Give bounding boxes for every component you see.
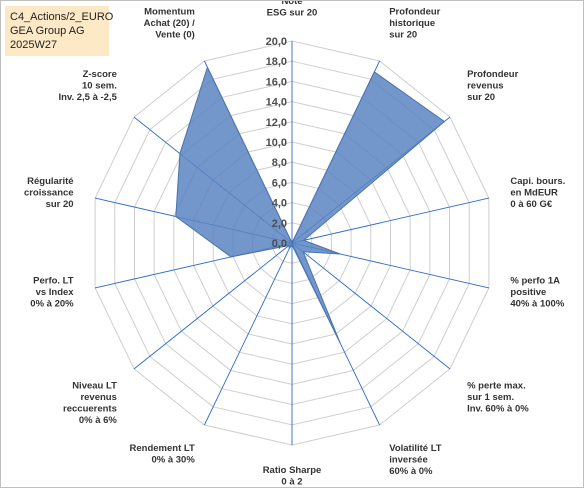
axis-spoke [203,242,293,426]
axis-label: Z-score 10 sem. Inv. 2,5 à -2,5 [58,69,117,103]
axis-label-line: Inv. 2,5 à -2,5 [58,92,117,103]
tick-label: 10,0 [266,137,287,149]
axis-label-line: historique [389,18,435,29]
axis-label-line: Z-score [83,69,117,80]
axis-label: Profondeur historique sur 20 [389,7,440,41]
tick-label: 8,0 [272,157,287,169]
axis-label-line: % perte max. [467,381,526,392]
axis-label: Rendement LT 0% à 30% [130,443,196,466]
axis-label-line: Inv. 60% à 0% [467,404,529,415]
axis-label: Capi. bours. en MdEUR 0 à 60 G€ [510,176,565,210]
axis-label-line: positive [510,287,546,298]
axis-label-line: 0 à 60 G€ [510,199,552,210]
tick-label: 12,0 [266,117,287,129]
axis-label-line: Capi. bours. [510,176,565,187]
tick-label: 6,0 [272,177,287,189]
axis-label-line: 0% à 30% [151,454,195,465]
axis-label-line: ESG sur 20 [267,8,318,19]
axis-label: Momentum Achat (20) / Vente (0) [144,7,196,41]
axis-label-line: sur 20 [467,92,495,103]
axis-label-line: Régularité [27,176,73,187]
axis-label: Ratio Sharpe 0 à 2 [263,465,322,487]
axis-label-line: sur 1 sem. [467,392,514,403]
info-category: C4_Actions/2_EURO [10,11,114,23]
axis-label-line: Note [281,1,302,7]
axis-label: Régularité croissance sur 20 [24,176,74,210]
axis-label-line: Volatilité LT [389,443,442,454]
axis-label-line: Ratio Sharpe [263,465,322,476]
tick-label: 0,0 [272,238,287,250]
axis-label-line: 10 sem. [82,80,117,91]
tick-label: 4,0 [272,198,287,210]
axis-label-line: 0 à 2 [281,477,302,488]
axis-label-line: 0% à 20% [30,299,74,310]
radar-axis-labels: Note ESG sur 20 Profondeur historique sur 20… [24,1,565,487]
radar-series [175,66,446,344]
axis-label-line: % perfo 1A [510,276,560,287]
radar-tick-labels: 0,0 2,0 4,0 6,0 8,0 10,0 12,0 14,0 16,0 18,0 20,0 [266,36,287,250]
axis-label-line: sur 20 [46,199,74,210]
axis-label-line: croissance [24,187,74,198]
axis-label-line: Rendement LT [130,443,195,454]
info-week: 2025W27 [10,39,58,51]
axis-label-line: Momentum [144,7,195,18]
axis-label-line: reccuerents [63,404,117,415]
axis-label-line: Profondeur [467,69,518,80]
axis-spoke [291,197,490,244]
axis-label-line: 40% à 100% [510,299,564,310]
tick-label: 14,0 [266,97,287,109]
axis-label-line: en MdEUR [510,187,558,198]
axis-label: Volatilité LT inversée 60% à 0% [389,443,442,477]
axis-label: Note ESG sur 20 [267,1,318,19]
axis-label-line: inversée [389,454,428,465]
axis-label: % perfo 1A positive 40% à 100% [510,276,564,310]
axis-label-line: sur 20 [389,30,417,41]
axis-label: % perte max. sur 1 sem. Inv. 60% à 0% [467,381,529,415]
tick-label: 20,0 [266,36,287,48]
axis-label-line: vs Index [36,287,75,298]
axis-label-line: Vente (0) [155,30,195,41]
axis-label-line: Perfo. LT [33,276,74,287]
axis-spoke [291,242,451,370]
axis-label: Profondeur revenus sur 20 [467,69,518,103]
tick-label: 16,0 [266,76,287,88]
tick-label: 2,0 [272,218,287,230]
axis-label: Niveau LT revenus reccuerents 0% à 6% [63,381,117,427]
axis-spoke [133,242,293,370]
axis-label-line: revenus [80,392,116,403]
tick-label: 18,0 [266,56,287,68]
info-company: GEA Group AG [10,25,85,37]
axis-label-line: Niveau LT [72,381,117,392]
series-area [175,66,446,344]
axis-label-line: 0% à 6% [79,415,118,426]
axis-label-line: Profondeur [389,7,440,18]
axis-label-line: 60% à 0% [389,466,433,477]
axis-label: Perfo. LT vs Index 0% à 20% [30,276,74,310]
info-box: C4_Actions/2_EURO GEA Group AG 2025W27 [5,6,114,56]
axis-label-line: Achat (20) / [144,18,196,29]
axis-label-line: revenus [467,80,503,91]
